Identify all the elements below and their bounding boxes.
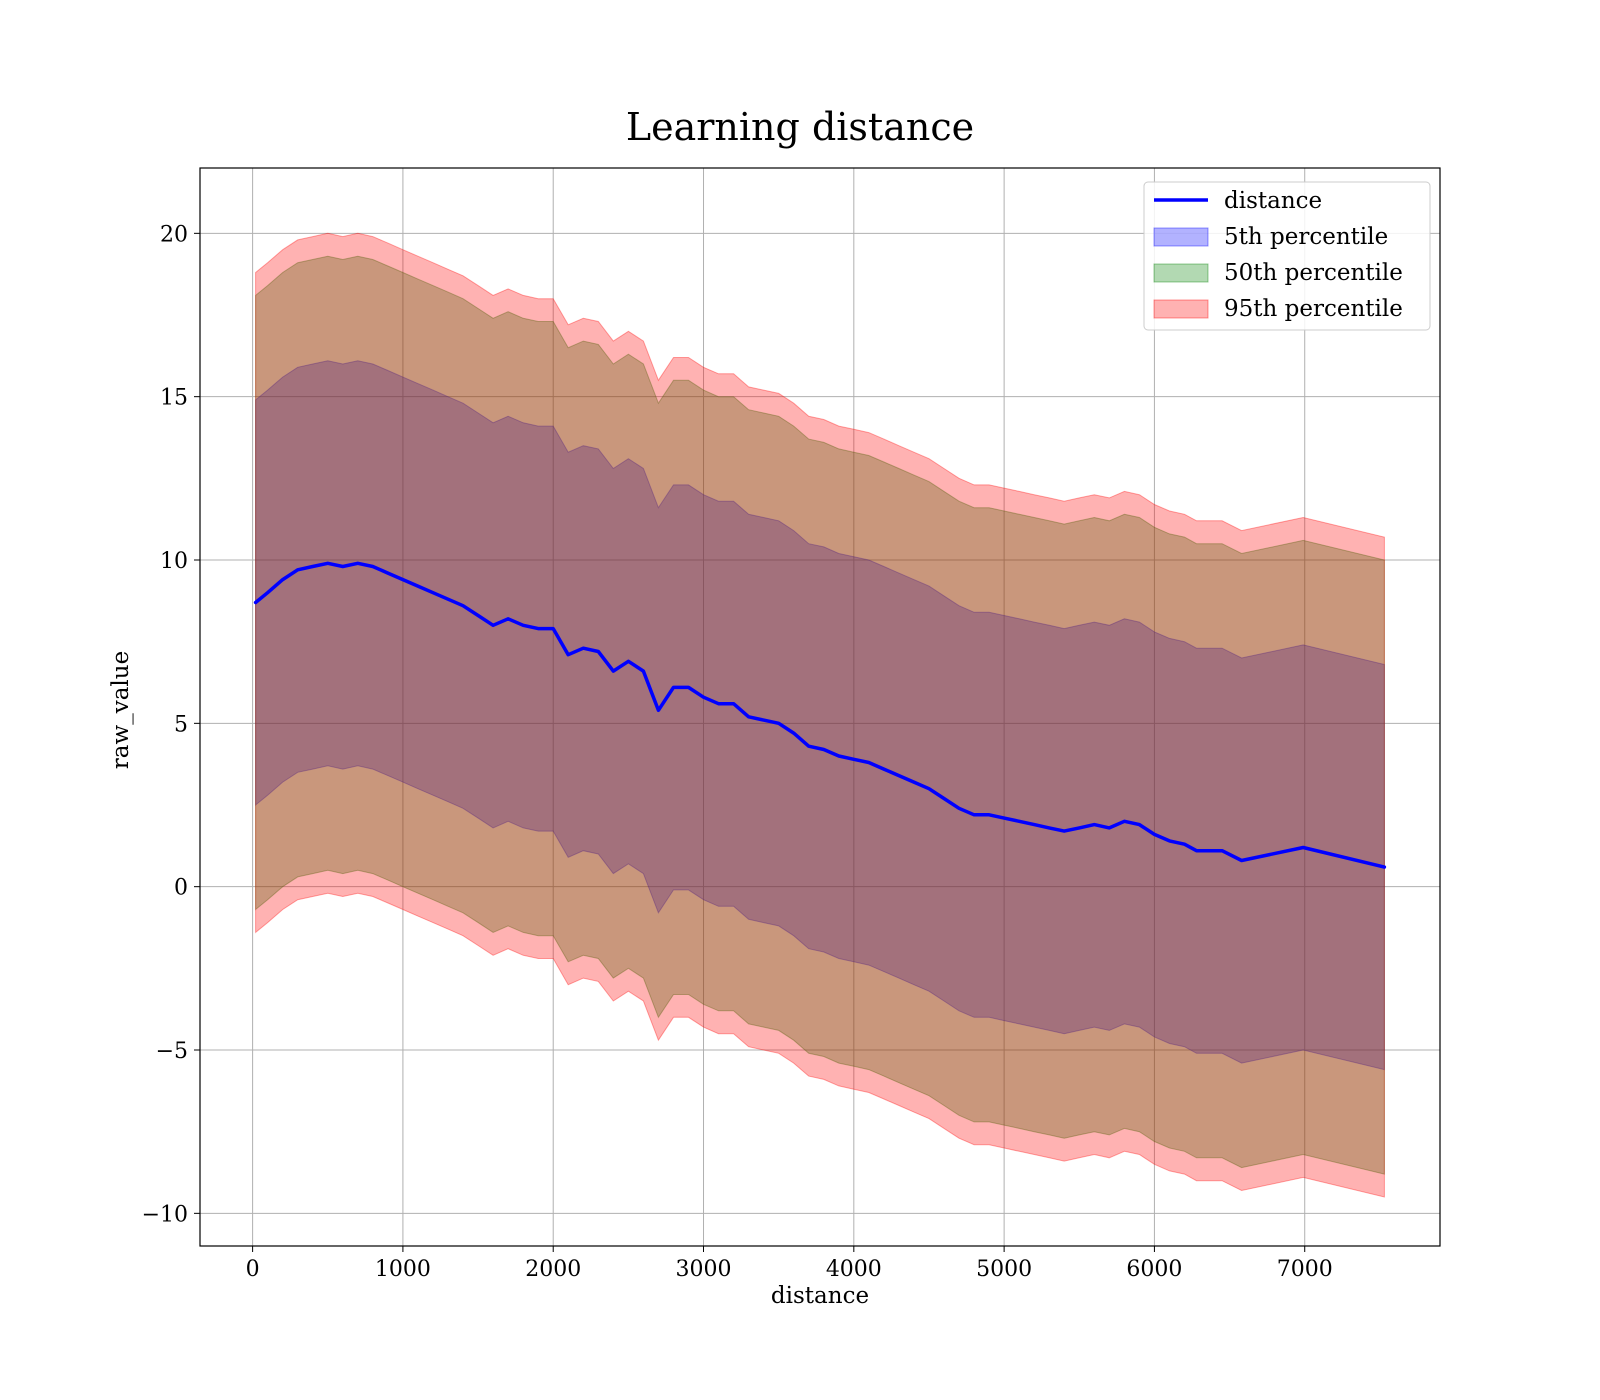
x-axis-ticks: 0 1000 2000 3000 4000 5000 6000 7000 bbox=[246, 1246, 1333, 1282]
x-tick-label: 3000 bbox=[676, 1257, 732, 1282]
band-5th bbox=[255, 360, 1385, 1071]
legend-swatch-50th bbox=[1153, 263, 1209, 283]
series-lines bbox=[253, 561, 1387, 869]
x-tick-label: 6000 bbox=[1126, 1257, 1182, 1282]
band-95th bbox=[255, 232, 1385, 1198]
x-tick-label: 0 bbox=[246, 1257, 260, 1282]
grid bbox=[200, 168, 1440, 1246]
y-tick-label: −5 bbox=[156, 1039, 188, 1064]
legend-label-50th: 50th percentile bbox=[1224, 260, 1403, 286]
series-line-distance bbox=[253, 561, 1387, 869]
y-tick-label: 20 bbox=[160, 222, 188, 247]
x-tick-label: 5000 bbox=[976, 1257, 1032, 1282]
x-axis-label: distance bbox=[771, 1283, 869, 1309]
x-tick-label: 4000 bbox=[826, 1257, 882, 1282]
x-tick-label: 2000 bbox=[525, 1257, 581, 1282]
legend-swatch-95th bbox=[1153, 299, 1209, 319]
x-tick-label: 1000 bbox=[375, 1257, 431, 1282]
y-tick-label: −10 bbox=[142, 1202, 188, 1227]
x-tick-label: 7000 bbox=[1277, 1257, 1333, 1282]
legend-label-5th: 5th percentile bbox=[1224, 224, 1388, 250]
y-tick-label: 0 bbox=[174, 876, 188, 901]
y-tick-label: 5 bbox=[174, 712, 188, 737]
plot-area-frame bbox=[199, 167, 1441, 1247]
legend: distance 5th percentile 50th percentile … bbox=[1143, 181, 1431, 331]
chart-title: Learning distance bbox=[626, 105, 974, 149]
legend-box bbox=[1143, 181, 1431, 331]
y-tick-label: 10 bbox=[160, 549, 188, 574]
y-axis-ticks: −10 −5 0 5 10 15 20 bbox=[142, 222, 200, 1227]
legend-label-95th: 95th percentile bbox=[1224, 296, 1403, 322]
y-axis-label: raw_value bbox=[108, 651, 134, 769]
y-tick-label: 15 bbox=[160, 386, 188, 411]
band-50th bbox=[255, 255, 1385, 1175]
legend-swatch-5th bbox=[1153, 227, 1209, 247]
percentile-bands bbox=[255, 232, 1385, 1198]
legend-label-distance: distance bbox=[1224, 188, 1322, 214]
